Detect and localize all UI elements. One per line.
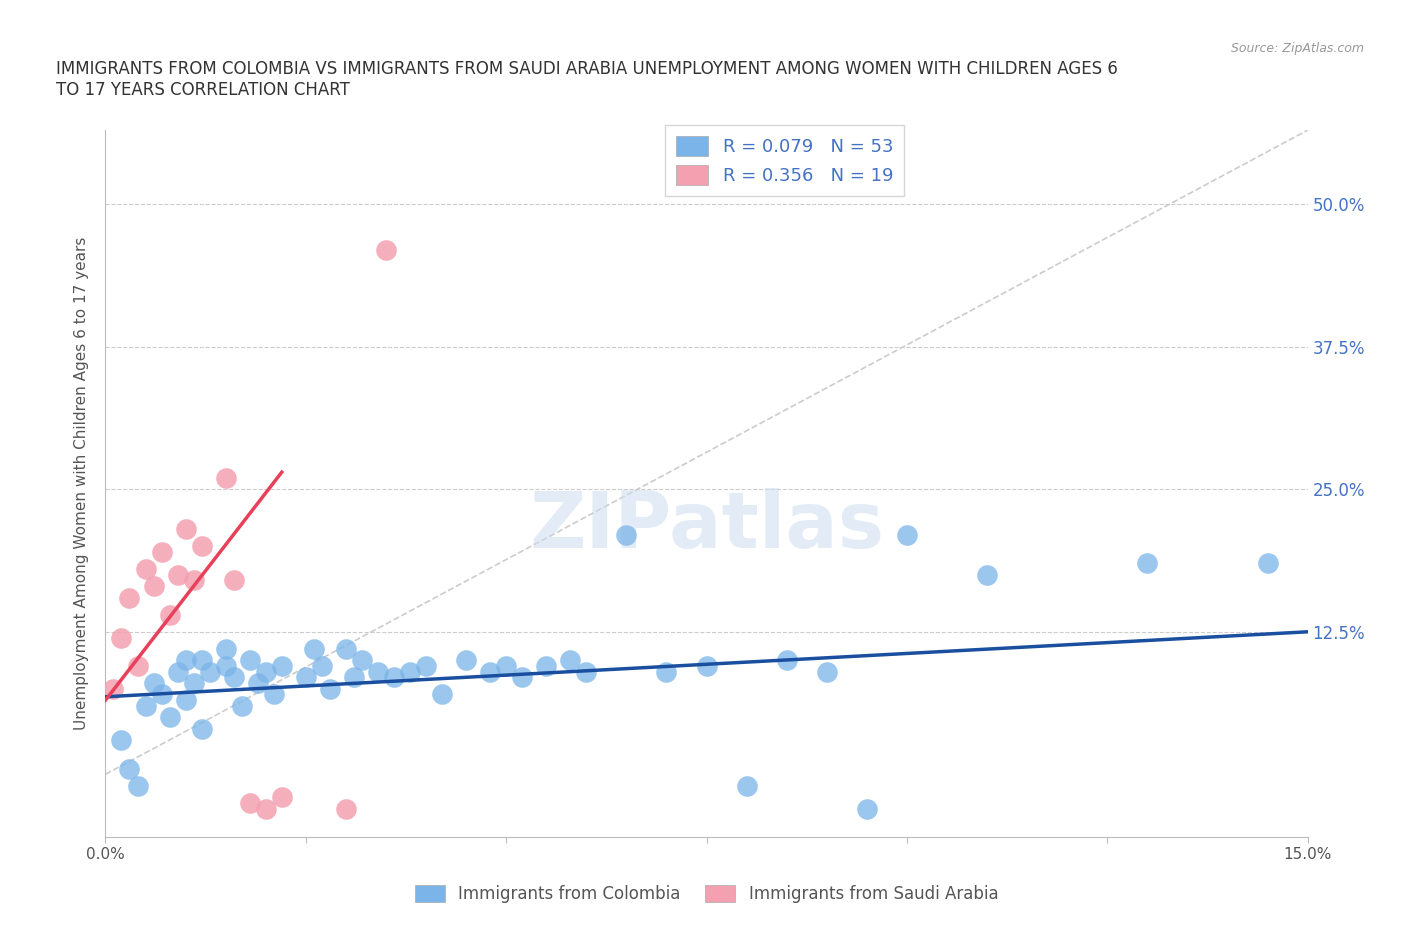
Text: ZIPatlas: ZIPatlas: [529, 488, 884, 564]
Point: [896, 527, 918, 542]
Point: [616, 527, 638, 542]
Point: [510, 670, 533, 684]
Text: IMMIGRANTS FROM COLOMBIA VS IMMIGRANTS FROM SAUDI ARABIA UNEMPLOYMENT AMONG WOME: IMMIGRANTS FROM COLOMBIA VS IMMIGRANTS F…: [56, 60, 1118, 100]
Point: [976, 567, 998, 582]
Point: [295, 670, 318, 684]
Legend: Immigrants from Colombia, Immigrants from Saudi Arabia: Immigrants from Colombia, Immigrants fro…: [408, 879, 1005, 910]
Point: [415, 658, 437, 673]
Point: [222, 670, 245, 684]
Point: [575, 664, 598, 679]
Point: [655, 664, 678, 679]
Point: [214, 471, 236, 485]
Point: [239, 795, 262, 810]
Point: [150, 687, 173, 702]
Point: [142, 578, 165, 593]
Point: [735, 778, 758, 793]
Point: [118, 761, 141, 776]
Y-axis label: Unemployment Among Women with Children Ages 6 to 17 years: Unemployment Among Women with Children A…: [75, 237, 90, 730]
Point: [430, 687, 453, 702]
Point: [696, 658, 718, 673]
Point: [214, 658, 236, 673]
Text: Source: ZipAtlas.com: Source: ZipAtlas.com: [1230, 42, 1364, 55]
Point: [350, 653, 373, 668]
Point: [190, 538, 212, 553]
Point: [183, 676, 205, 691]
Point: [127, 658, 149, 673]
Point: [382, 670, 405, 684]
Point: [198, 664, 221, 679]
Point: [135, 562, 157, 577]
Point: [214, 642, 236, 657]
Point: [190, 722, 212, 737]
Point: [222, 573, 245, 588]
Point: [335, 642, 357, 657]
Point: [855, 801, 877, 816]
Point: [374, 243, 398, 258]
Point: [534, 658, 557, 673]
Point: [270, 658, 292, 673]
Point: [254, 801, 277, 816]
Point: [110, 733, 132, 748]
Point: [150, 545, 173, 560]
Point: [159, 710, 181, 724]
Point: [495, 658, 517, 673]
Point: [127, 778, 149, 793]
Point: [142, 676, 165, 691]
Point: [174, 522, 197, 537]
Point: [343, 670, 366, 684]
Point: [560, 653, 582, 668]
Point: [1257, 556, 1279, 571]
Point: [254, 664, 277, 679]
Point: [263, 687, 285, 702]
Point: [454, 653, 477, 668]
Point: [815, 664, 838, 679]
Point: [776, 653, 799, 668]
Point: [118, 591, 141, 605]
Point: [1136, 556, 1159, 571]
Point: [135, 698, 157, 713]
Point: [239, 653, 262, 668]
Point: [183, 573, 205, 588]
Point: [335, 801, 357, 816]
Point: [110, 630, 132, 644]
Point: [270, 790, 292, 804]
Point: [166, 664, 188, 679]
Point: [367, 664, 389, 679]
Point: [246, 676, 269, 691]
Point: [399, 664, 422, 679]
Point: [103, 682, 125, 697]
Point: [159, 607, 181, 622]
Point: [319, 682, 342, 697]
Point: [174, 693, 197, 708]
Point: [311, 658, 333, 673]
Point: [174, 653, 197, 668]
Point: [166, 567, 188, 582]
Point: [190, 653, 212, 668]
Point: [479, 664, 502, 679]
Point: [231, 698, 253, 713]
Point: [302, 642, 325, 657]
